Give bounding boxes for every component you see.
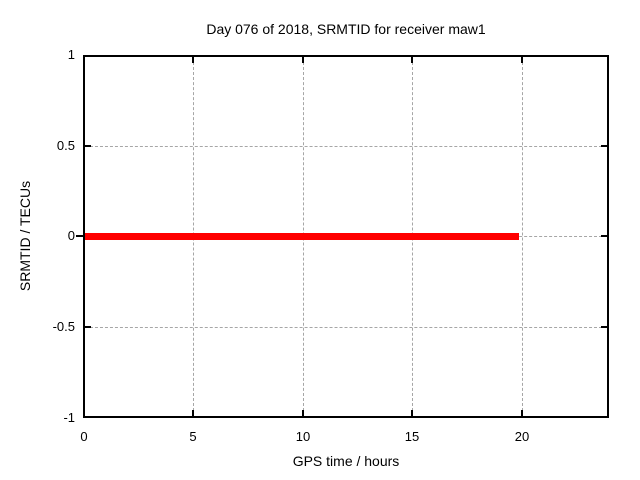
y-tick-left-0p5 bbox=[85, 145, 91, 147]
y-tick-label: -0.5 bbox=[52, 319, 75, 334]
x-tick-bottom-20 bbox=[521, 410, 523, 416]
y-tick-label: 0.5 bbox=[56, 138, 75, 153]
y-tick-label: 1 bbox=[67, 47, 75, 62]
y-tick-right-0 bbox=[601, 235, 607, 237]
x-tick-label: 15 bbox=[404, 429, 420, 444]
x-tick-top-20 bbox=[521, 57, 523, 63]
y-tick-right-0p5 bbox=[601, 145, 607, 147]
x-tick-bottom-10 bbox=[302, 410, 304, 416]
x-tick-bottom-5 bbox=[192, 410, 194, 416]
x-tick-bottom-15 bbox=[411, 410, 413, 416]
x-tick-label: 20 bbox=[514, 429, 530, 444]
chart-title: Day 076 of 2018, SRMTID for receiver maw… bbox=[206, 21, 486, 37]
y-tick-left-m0p5 bbox=[85, 326, 91, 328]
x-tick-top-15 bbox=[411, 57, 413, 63]
y-tick-right-m0p5 bbox=[601, 326, 607, 328]
y-axis-label: SRMTID / TECUs bbox=[17, 180, 33, 292]
x-tick-label: 0 bbox=[80, 429, 88, 444]
gridline-y-m0p5 bbox=[85, 327, 607, 328]
x-axis-label: GPS time / hours bbox=[292, 453, 400, 469]
x-tick-top-5 bbox=[192, 57, 194, 63]
x-tick-top-10 bbox=[302, 57, 304, 63]
x-tick-label: 5 bbox=[189, 429, 197, 444]
y-tick-label: -1 bbox=[63, 410, 75, 425]
plot-frame bbox=[83, 55, 609, 418]
gridline-y-0p5 bbox=[85, 146, 607, 147]
y-zero-outward-tick bbox=[76, 235, 83, 237]
y-tick-label: 0 bbox=[67, 228, 75, 243]
x-tick-label: 10 bbox=[295, 429, 311, 444]
series-line-srmtid bbox=[84, 233, 519, 240]
